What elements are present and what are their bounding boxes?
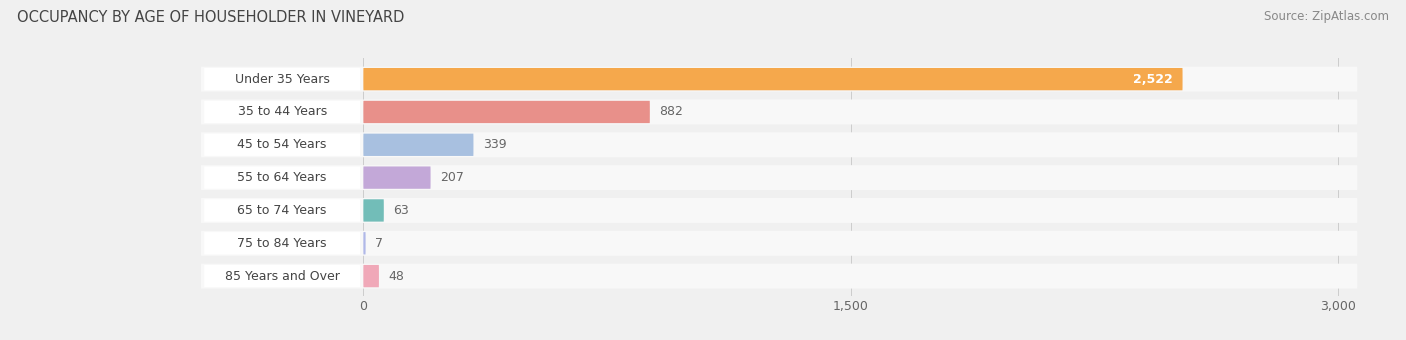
Text: 35 to 44 Years: 35 to 44 Years	[238, 105, 326, 118]
FancyBboxPatch shape	[363, 265, 380, 287]
FancyBboxPatch shape	[363, 199, 384, 222]
FancyBboxPatch shape	[204, 199, 360, 222]
Text: 65 to 74 Years: 65 to 74 Years	[238, 204, 326, 217]
FancyBboxPatch shape	[204, 134, 360, 156]
Text: 75 to 84 Years: 75 to 84 Years	[238, 237, 326, 250]
FancyBboxPatch shape	[201, 100, 1357, 124]
FancyBboxPatch shape	[201, 165, 1357, 190]
Text: 85 Years and Over: 85 Years and Over	[225, 270, 340, 283]
FancyBboxPatch shape	[201, 231, 1357, 256]
FancyBboxPatch shape	[201, 264, 1357, 289]
FancyBboxPatch shape	[201, 198, 1357, 223]
Text: 7: 7	[375, 237, 384, 250]
FancyBboxPatch shape	[201, 67, 1357, 91]
Text: 55 to 64 Years: 55 to 64 Years	[238, 171, 326, 184]
FancyBboxPatch shape	[204, 167, 360, 189]
Text: Under 35 Years: Under 35 Years	[235, 73, 329, 86]
FancyBboxPatch shape	[204, 101, 360, 123]
Text: 207: 207	[440, 171, 464, 184]
FancyBboxPatch shape	[201, 132, 1357, 157]
FancyBboxPatch shape	[363, 68, 1182, 90]
FancyBboxPatch shape	[363, 101, 650, 123]
Text: OCCUPANCY BY AGE OF HOUSEHOLDER IN VINEYARD: OCCUPANCY BY AGE OF HOUSEHOLDER IN VINEY…	[17, 10, 405, 25]
Text: 2,522: 2,522	[1133, 73, 1173, 86]
FancyBboxPatch shape	[363, 232, 366, 254]
FancyBboxPatch shape	[204, 265, 360, 287]
FancyBboxPatch shape	[363, 134, 474, 156]
Text: 63: 63	[394, 204, 409, 217]
FancyBboxPatch shape	[204, 232, 360, 254]
Text: 339: 339	[484, 138, 506, 151]
Text: Source: ZipAtlas.com: Source: ZipAtlas.com	[1264, 10, 1389, 23]
FancyBboxPatch shape	[204, 68, 360, 90]
FancyBboxPatch shape	[363, 167, 430, 189]
Text: 45 to 54 Years: 45 to 54 Years	[238, 138, 326, 151]
Text: 48: 48	[388, 270, 405, 283]
Text: 882: 882	[659, 105, 683, 118]
